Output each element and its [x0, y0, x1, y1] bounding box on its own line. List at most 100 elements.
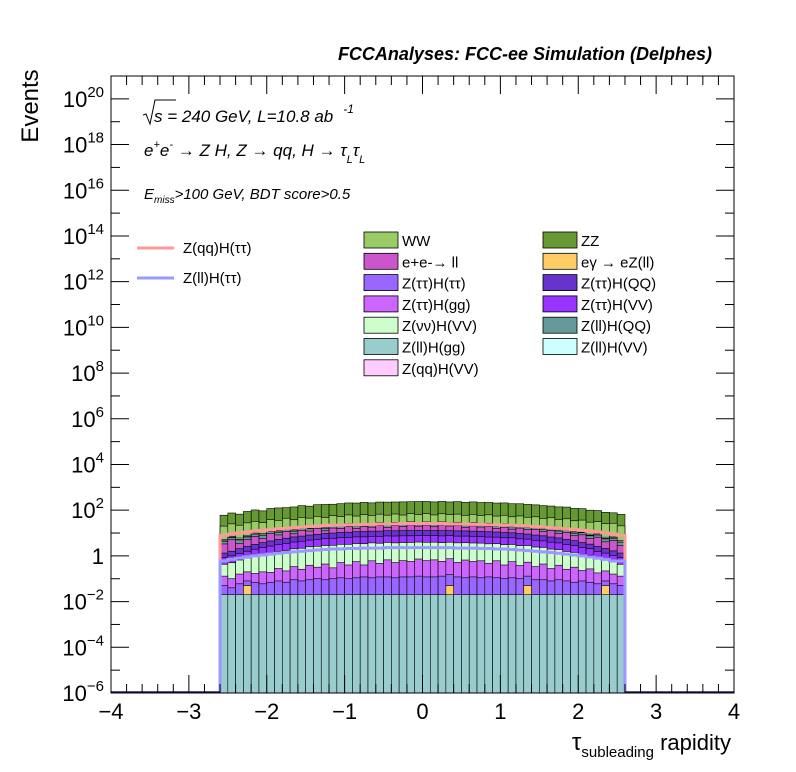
y-tick-label: 1020 — [63, 84, 104, 112]
signal-lines — [218, 522, 627, 693]
bar — [391, 594, 400, 694]
x-tick-label: −2 — [254, 699, 279, 724]
legend-label: Z(ττ)H(ττ) — [402, 276, 466, 293]
legend-entry: Z(ll)H(QQ) — [542, 316, 651, 335]
legend-entry: WW — [363, 231, 431, 250]
legend-label: e+e-→ ll — [402, 254, 458, 271]
legend-entry: Z(ττ)H(gg) — [363, 295, 471, 314]
legend-entry: Z(ττ)H(QQ) — [542, 274, 656, 293]
legend-swatch — [363, 316, 399, 334]
svg-text:Emiss>100 GeV, BDT score>0.5: Emiss>100 GeV, BDT score>0.5 — [144, 186, 351, 206]
y-tick-label: 1010 — [63, 312, 104, 340]
y-axis-ticks: 10−6 10−4 10−2 1 102 104 106 108 1010 1012 1014 101… — [62, 84, 734, 706]
stack-z-ll-h-gg- — [219, 594, 626, 694]
y-tick-label: 102 — [71, 495, 104, 523]
bar — [414, 594, 423, 694]
bar — [601, 594, 610, 694]
bar — [546, 594, 556, 694]
y-tick-label: 1016 — [63, 175, 104, 203]
legend-entry: Z(ll)H(VV) — [542, 338, 648, 357]
bar — [577, 594, 587, 694]
legend-backgrounds: WW ZZ e+e-→ ll eγ → eZ(ll) Z(ττ)H(ττ) Z(ττ)H(… — [363, 231, 656, 378]
legend-label: Z(ττ)H(gg) — [402, 297, 471, 314]
bar — [328, 594, 338, 694]
bar — [383, 594, 392, 694]
legend-label: Z(ll)H(ττ) — [183, 270, 242, 287]
legend-signal: Z(qq)H(ττ) Z(ll)H(ττ) — [137, 240, 252, 287]
legend-swatch — [363, 252, 399, 270]
legend-label: eγ → eZ(ll) — [581, 254, 654, 271]
legend-entry: e+e-→ ll — [363, 252, 458, 271]
x-tick-label: 3 — [650, 699, 662, 724]
bar — [437, 594, 447, 694]
bar — [585, 594, 595, 694]
legend-swatch — [542, 274, 578, 292]
bar — [468, 594, 478, 694]
bar — [235, 594, 244, 694]
bar — [289, 594, 299, 694]
bar — [313, 594, 322, 694]
legend-label: Z(qq)H(ττ) — [183, 240, 252, 257]
svg-text:τsubleading rapidity: τsubleading rapidity — [572, 729, 731, 761]
annotation-selection: Emiss>100 GeV, BDT score>0.5 — [144, 186, 351, 206]
y-tick-label: 1012 — [63, 267, 104, 295]
bar — [282, 594, 291, 694]
legend-label: Z(ττ)H(VV) — [581, 297, 653, 314]
bar — [336, 594, 345, 694]
bar — [375, 594, 384, 694]
x-axis-symbol: τ — [572, 729, 582, 756]
y-tick-label: 10−2 — [62, 587, 104, 615]
bar — [593, 594, 602, 694]
bar — [453, 594, 462, 694]
y-tick-label: 106 — [71, 404, 104, 432]
bar — [422, 594, 431, 694]
legend-label: Z(νν)H(VV) — [402, 318, 477, 335]
legend-swatch — [363, 338, 399, 355]
y-tick-label: 104 — [71, 449, 104, 477]
legend-entry: Z(ττ)H(VV) — [542, 295, 653, 314]
legend-swatch — [542, 252, 578, 270]
bar — [227, 594, 236, 694]
legend-entry: Z(νν)H(VV) — [363, 316, 477, 335]
y-tick-label: 1014 — [63, 221, 104, 249]
x-axis-label: τsubleading rapidity — [572, 729, 731, 761]
y-tick-label: 1018 — [63, 130, 104, 158]
legend-swatch — [363, 231, 399, 249]
legend-swatch — [542, 316, 578, 334]
y-tick-label: 10−4 — [62, 632, 104, 660]
legend-entry: Z(qq)H(ττ) — [137, 240, 252, 257]
x-tick-label: 1 — [494, 699, 506, 724]
bar — [305, 594, 314, 694]
legend-label: Z(ll)H(VV) — [581, 340, 648, 357]
x-tick-label: −1 — [332, 699, 357, 724]
x-tick-label: −3 — [176, 699, 201, 724]
bar — [515, 594, 525, 694]
bar — [359, 594, 369, 694]
bar — [367, 594, 377, 694]
legend-swatch — [363, 295, 399, 313]
legend-entry: eγ → eZ(ll) — [542, 252, 654, 271]
bar — [476, 594, 486, 694]
bar — [500, 594, 509, 694]
bar — [492, 594, 501, 694]
bar — [570, 594, 579, 694]
bar — [243, 594, 252, 694]
legend-swatch — [363, 274, 399, 292]
legend-label: Z(ll)H(QQ) — [581, 318, 651, 335]
legend-swatch — [542, 231, 578, 249]
bar — [250, 594, 260, 694]
legend-label: Z(qq)H(VV) — [402, 361, 479, 378]
bar — [445, 594, 454, 694]
legend-swatch — [542, 295, 578, 313]
annotation-sqrt-s: s = 240 GeV, L=10.8 ab -1 — [142, 99, 354, 126]
bar — [398, 594, 408, 694]
legend-label: ZZ — [581, 233, 599, 250]
svg-text:s = 240 GeV, L=10.8 ab-1: s = 240 GeV, L=10.8 ab -1 — [154, 102, 354, 126]
y-axis-label: Events — [17, 69, 44, 142]
x-tick-label: −4 — [98, 699, 123, 724]
legend-entry: Z(ll)H(ττ) — [137, 270, 242, 287]
legend-label: Z(ττ)H(QQ) — [581, 276, 656, 293]
bar — [531, 594, 540, 694]
x-axis-ticks: −4 −3 −2 −1 0 1 2 3 4 — [98, 76, 740, 724]
x-tick-label: 0 — [416, 699, 428, 724]
